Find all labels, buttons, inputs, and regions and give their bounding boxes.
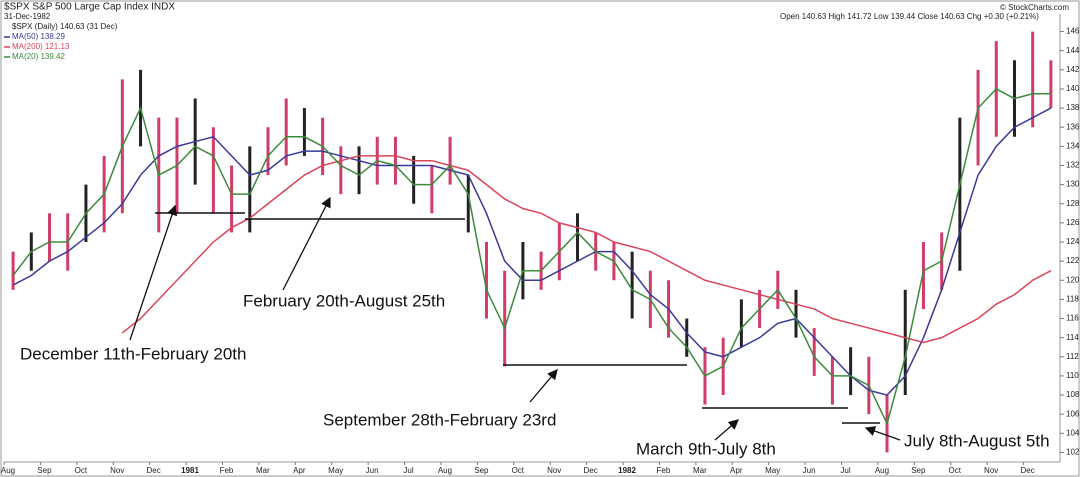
x-tick-label: Jul <box>840 466 850 475</box>
y-tick-label: 126 <box>1066 218 1080 227</box>
x-tick-label: Nov <box>547 466 561 475</box>
y-tick-label: 122 <box>1066 256 1080 265</box>
legend-label: MA(200) 121.13 <box>12 42 70 51</box>
moving-average <box>12 88 1051 426</box>
legend-label: MA(20) 139.42 <box>12 52 65 61</box>
x-tick-label: Dec <box>147 466 161 475</box>
x-tick-label: May <box>328 466 343 475</box>
annotation: December 11th-February 20th <box>20 344 246 363</box>
date: 31-Dec-1982 <box>4 12 51 21</box>
x-tick-label: Aug <box>1 466 15 475</box>
y-tick-label: 114 <box>1066 333 1079 342</box>
annotation: July 8th-August 5th <box>904 431 1050 450</box>
y-tick-label: 110 <box>1066 371 1079 380</box>
x-tick-label: 1981 <box>181 466 199 475</box>
y-tick-label: 144 <box>1066 46 1080 55</box>
y-tick-label: 142 <box>1066 65 1080 74</box>
y-tick-label: 134 <box>1066 141 1080 150</box>
x-tick-label: Dec <box>1020 466 1034 475</box>
annotation: February 20th-August 25th <box>243 291 445 310</box>
x-tick-label: Mar <box>693 466 707 475</box>
y-tick-label: 140 <box>1066 84 1080 93</box>
x-tick-label: Feb <box>657 466 671 475</box>
y-tick-label: 136 <box>1066 122 1080 131</box>
x-tick-label: Nov <box>984 466 998 475</box>
y-tick-label: 102 <box>1066 448 1080 457</box>
y-tick-label: 118 <box>1066 295 1079 304</box>
y-tick-label: 132 <box>1066 161 1080 170</box>
x-tick-label: Aug <box>875 466 889 475</box>
x-tick-label: Apr <box>293 466 306 475</box>
moving-average <box>12 107 1052 396</box>
x-tick-label: Sep <box>911 466 926 475</box>
y-tick-label: 120 <box>1066 275 1080 284</box>
x-tick-label: Oct <box>75 466 88 475</box>
annotation: September 28th-February 23rd <box>323 410 556 429</box>
x-tick-label: 1982 <box>618 466 636 475</box>
y-tick-label: 124 <box>1066 237 1080 246</box>
x-tick-label: Oct <box>949 466 962 475</box>
x-tick-label: Jul <box>403 466 413 475</box>
support-lines <box>155 212 880 424</box>
x-tick-label: May <box>765 466 780 475</box>
x-tick-label: Oct <box>512 466 525 475</box>
y-tick-label: 106 <box>1066 409 1080 418</box>
y-tick-label: 112 <box>1066 352 1079 361</box>
x-tick-label: Aug <box>438 466 452 475</box>
y-tick-label: 138 <box>1066 103 1080 112</box>
quote: Open 140.63 High 141.72 Low 139.44 Close… <box>780 12 1039 21</box>
y-tick-label: 146 <box>1066 27 1080 36</box>
x-tick-label: Sep <box>37 466 52 475</box>
y-tick-label: 116 <box>1066 314 1079 323</box>
x-tick-label: Dec <box>584 466 598 475</box>
x-tick-label: Apr <box>730 466 743 475</box>
y-tick-label: 130 <box>1066 180 1080 189</box>
x-tick-label: Mar <box>256 466 270 475</box>
y-tick-label: 128 <box>1066 199 1080 208</box>
annotation: March 9th-July 8th <box>636 439 776 458</box>
credit: © StockCharts.com <box>1000 3 1069 12</box>
legend-label: $SPX (Daily) 140.63 (31 Dec) <box>12 22 118 31</box>
x-tick-label: Jun <box>366 466 379 475</box>
moving-average <box>121 155 1052 344</box>
y-tick-label: 104 <box>1066 428 1080 437</box>
x-tick-label: Feb <box>220 466 234 475</box>
chart-title: $SPX S&P 500 Large Cap Index INDX <box>4 2 175 13</box>
x-tick-label: Jun <box>803 466 816 475</box>
y-tick-label: 108 <box>1066 390 1080 399</box>
x-tick-label: Nov <box>110 466 124 475</box>
arrows <box>129 196 901 441</box>
x-tick-label: Sep <box>474 466 489 475</box>
legend-label: MA(50) 138.29 <box>12 32 65 41</box>
